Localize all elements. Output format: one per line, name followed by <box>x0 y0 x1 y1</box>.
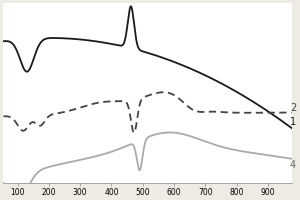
Text: 1: 1 <box>290 117 296 127</box>
Text: 4: 4 <box>290 160 296 170</box>
Text: 2: 2 <box>290 103 296 113</box>
